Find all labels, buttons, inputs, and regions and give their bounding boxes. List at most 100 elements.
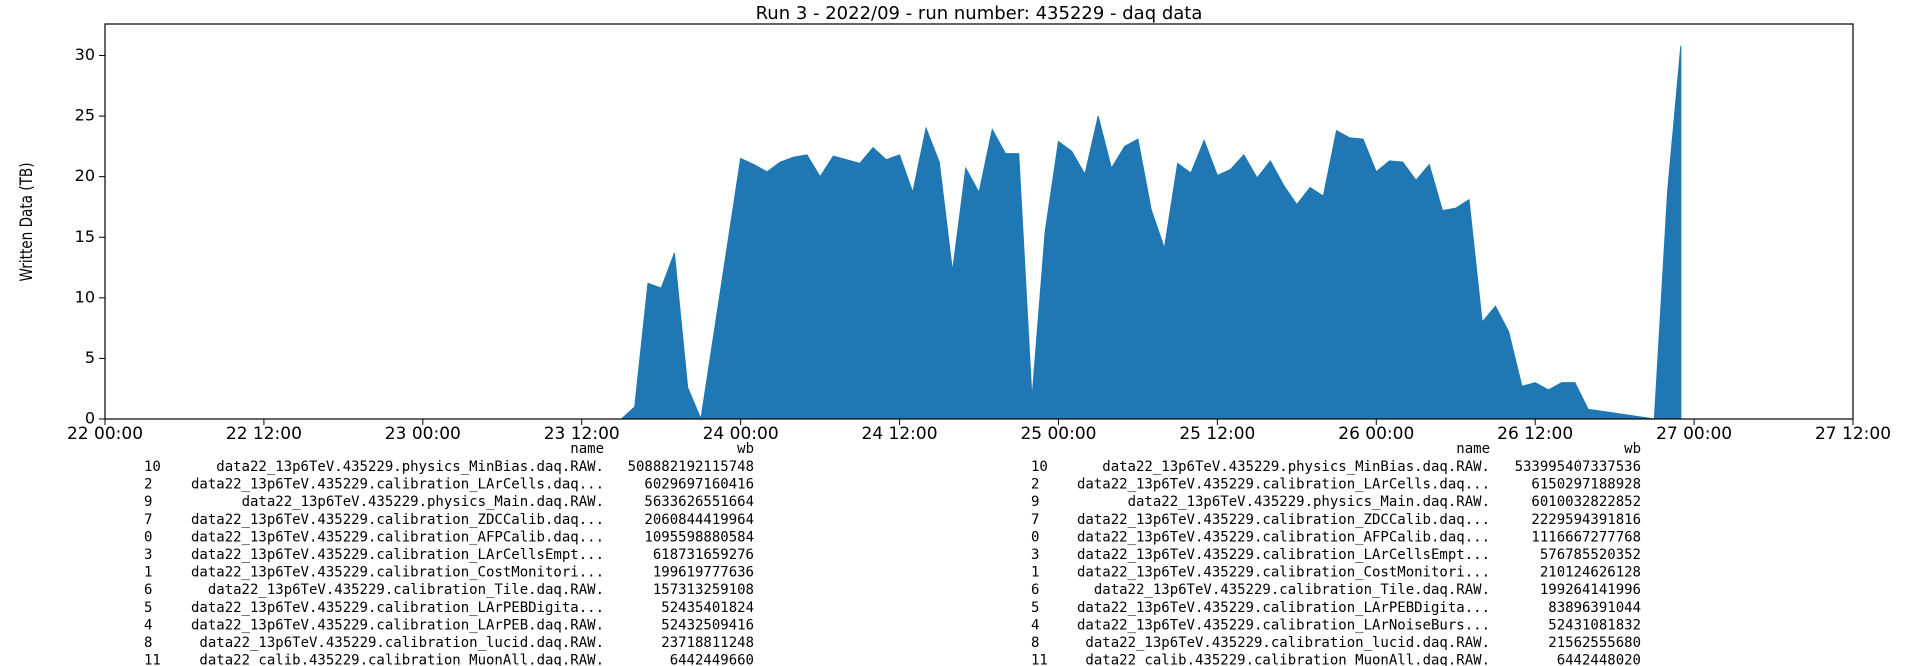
row-index: 10	[144, 459, 161, 475]
cell-name: data22_13p6TeV.435229.calibration_lucid.…	[1085, 635, 1490, 651]
column-header: name	[1456, 441, 1490, 457]
cell-name: data22_13p6TeV.435229.calibration_AFPCal…	[191, 529, 604, 545]
cell-wb: 6010032822852	[1531, 494, 1641, 510]
cell-name: data22_13p6TeV.435229.physics_MinBias.da…	[1102, 459, 1490, 475]
x-tick-label: 26 12:00	[1497, 424, 1573, 444]
cell-name: data22_13p6TeV.435229.physics_MinBias.da…	[216, 459, 604, 475]
cell-wb: 1095598880584	[644, 529, 754, 545]
chart-title: Run 3 - 2022/09 - run number: 435229 - d…	[756, 3, 1203, 24]
row-index: 5	[1031, 600, 1039, 616]
cell-name: data22_13p6TeV.435229.calibration_LArCel…	[1077, 477, 1490, 493]
row-index: 3	[1031, 547, 1039, 563]
cell-wb: 1116667277768	[1531, 529, 1641, 545]
cell-wb: 210124626128	[1540, 565, 1641, 581]
cell-wb: 21562555680	[1548, 635, 1641, 651]
x-tick-label: 23 00:00	[385, 424, 461, 444]
y-tick-label: 0	[85, 409, 95, 428]
cell-name: data22_calib.435229.calibration_MuonAll.…	[1085, 653, 1490, 666]
row-index: 6	[144, 582, 152, 598]
area	[105, 45, 1682, 421]
x-tick-label: 24 12:00	[862, 424, 938, 444]
row-index: 4	[1031, 617, 1039, 633]
cell-wb: 23718811248	[661, 635, 754, 651]
cell-wb: 5633626551664	[644, 494, 754, 510]
x-tick-label: 22 00:00	[67, 424, 143, 444]
x-tick-label: 27 12:00	[1815, 424, 1891, 444]
cell-name: data22_13p6TeV.435229.physics_Main.daq.R…	[1128, 494, 1490, 510]
row-index: 8	[1031, 635, 1039, 651]
cell-name: data22_calib.435229.calibration_MuonAll.…	[199, 653, 604, 666]
cell-name: data22_13p6TeV.435229.calibration_LArCel…	[191, 547, 604, 563]
cell-wb: 508882192115748	[628, 459, 754, 475]
cell-name: data22_13p6TeV.435229.calibration_LArPEB…	[191, 617, 604, 633]
row-index: 4	[144, 617, 152, 633]
x-tick-label: 25 00:00	[1020, 424, 1096, 444]
y-tick-label: 30	[75, 45, 95, 64]
cell-name: data22_13p6TeV.435229.calibration_Tile.d…	[208, 582, 604, 598]
cell-wb: 6150297188928	[1531, 477, 1641, 493]
cell-wb: 52432509416	[661, 617, 754, 633]
cell-name: data22_13p6TeV.435229.calibration_LArNoi…	[1077, 617, 1490, 633]
cell-name: data22_13p6TeV.435229.calibration_AFPCal…	[1077, 529, 1490, 545]
cell-name: data22_13p6TeV.435229.calibration_CostMo…	[1077, 565, 1490, 581]
y-tick-label: 5	[85, 348, 95, 367]
x-tick-label: 23 12:00	[544, 424, 620, 444]
column-header: name	[570, 441, 604, 457]
y-tick-label: 15	[75, 227, 95, 246]
row-index: 8	[144, 635, 152, 651]
cell-name: data22_13p6TeV.435229.calibration_LArPEB…	[1077, 600, 1490, 616]
row-index: 5	[144, 600, 152, 616]
row-index: 9	[144, 494, 152, 510]
cell-name: data22_13p6TeV.435229.calibration_ZDCCal…	[1077, 512, 1490, 528]
x-tick-label: 24 00:00	[703, 424, 779, 444]
plot-frame	[104, 23, 1854, 420]
cell-wb: 199619777636	[653, 565, 754, 581]
column-header: wb	[1624, 441, 1641, 457]
cell-wb: 533995407337536	[1515, 459, 1641, 475]
cell-wb: 2229594391816	[1531, 512, 1641, 528]
cell-wb: 6029697160416	[644, 477, 754, 493]
row-index: 1	[144, 565, 152, 581]
y-tick-label: 25	[75, 106, 95, 125]
row-index: 9	[1031, 494, 1039, 510]
row-index: 0	[144, 529, 152, 545]
cell-wb: 157313259108	[653, 582, 754, 598]
cell-wb: 6442448020	[1557, 653, 1641, 666]
row-index: 0	[1031, 529, 1039, 545]
cell-name: data22_13p6TeV.435229.calibration_LArCel…	[1077, 547, 1490, 563]
cell-wb: 52435401824	[661, 600, 754, 616]
row-index: 1	[1031, 565, 1039, 581]
cell-wb: 6442449660	[670, 653, 754, 666]
row-index: 10	[1031, 459, 1048, 475]
x-tick-label: 25 12:00	[1179, 424, 1255, 444]
column-header: wb	[737, 441, 754, 457]
cell-name: data22_13p6TeV.435229.calibration_lucid.…	[199, 635, 604, 651]
row-index: 11	[1031, 653, 1048, 666]
row-index: 2	[144, 477, 152, 493]
y-tick-label: 10	[75, 287, 95, 306]
row-index: 3	[144, 547, 152, 563]
row-index: 7	[1031, 512, 1039, 528]
cell-wb: 576785520352	[1540, 547, 1641, 563]
cell-wb: 83896391044	[1548, 600, 1641, 616]
y-axis-label: Written Data (TB)	[17, 162, 37, 281]
row-index: 2	[1031, 477, 1039, 493]
cell-name: data22_13p6TeV.435229.calibration_CostMo…	[191, 565, 604, 581]
row-index: 7	[144, 512, 152, 528]
x-tick-label: 22 12:00	[226, 424, 302, 444]
row-index: 6	[1031, 582, 1039, 598]
cell-wb: 2060844419964	[644, 512, 754, 528]
cell-wb: 618731659276	[653, 547, 754, 563]
cell-name: data22_13p6TeV.435229.calibration_LArCel…	[191, 477, 604, 493]
row-index: 11	[144, 653, 161, 666]
x-tick-label: 27 00:00	[1656, 424, 1732, 444]
cell-name: data22_13p6TeV.435229.calibration_Tile.d…	[1094, 582, 1490, 598]
cell-wb: 199264141996	[1540, 582, 1641, 598]
cell-name: data22_13p6TeV.435229.calibration_ZDCCal…	[191, 512, 604, 528]
x-tick-label: 26 00:00	[1338, 424, 1414, 444]
cell-name: data22_13p6TeV.435229.calibration_LArPEB…	[191, 600, 604, 616]
cell-wb: 52431081832	[1548, 617, 1641, 633]
cell-name: data22_13p6TeV.435229.physics_Main.daq.R…	[242, 494, 604, 510]
y-tick-label: 20	[75, 166, 95, 185]
